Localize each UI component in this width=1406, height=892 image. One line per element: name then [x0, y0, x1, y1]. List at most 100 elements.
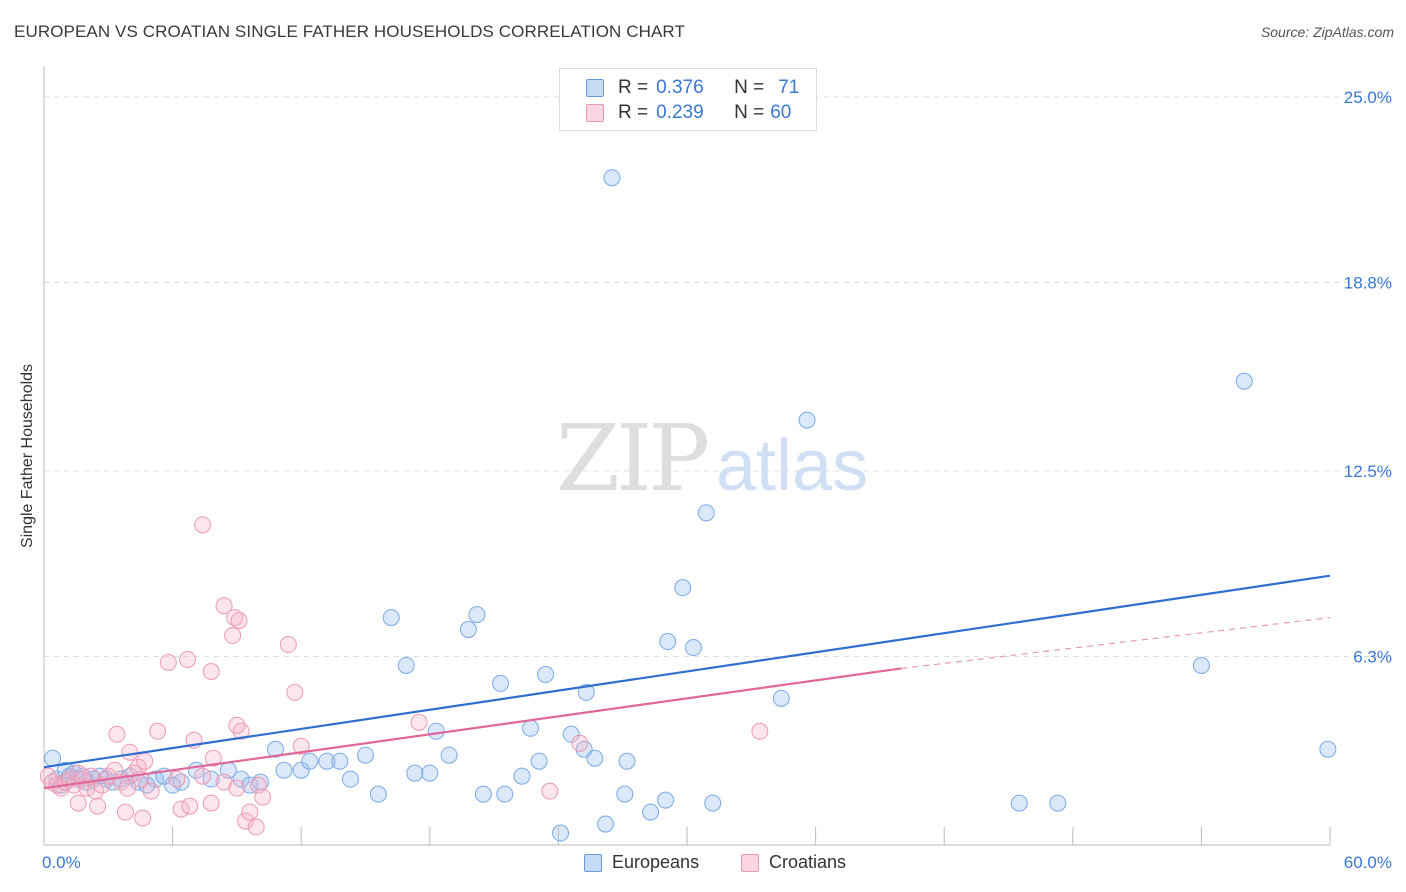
data-point [116, 803, 134, 821]
croatians-swatch [741, 853, 759, 872]
data-point [241, 803, 259, 821]
data-point [230, 612, 248, 630]
data-point [474, 785, 492, 803]
data-point [89, 797, 107, 815]
data-point [697, 504, 715, 522]
data-point [202, 794, 220, 812]
y-tick-label: 18.8% [1344, 273, 1392, 292]
data-point [397, 656, 415, 674]
y-tick-label: 12.5% [1344, 462, 1392, 481]
series-europeans [44, 88, 1337, 842]
data-point [134, 809, 152, 827]
data-point [1049, 794, 1067, 812]
data-point [772, 689, 790, 707]
data-point [562, 725, 580, 743]
source-label: Source: ZipAtlas.com [1260, 24, 1394, 40]
n-label: N = [734, 102, 765, 123]
data-point [571, 734, 589, 752]
data-point [138, 776, 156, 794]
data-point [459, 621, 477, 639]
data-point [159, 653, 177, 671]
data-point [149, 722, 167, 740]
data-point [357, 746, 374, 764]
n-value: 60 [770, 102, 792, 123]
data-point [657, 791, 675, 809]
trend-line-europeans [43, 574, 1331, 769]
r-value: 0.239 [656, 102, 704, 123]
r-label: R = [618, 77, 649, 98]
data-point [236, 812, 254, 830]
data-point [597, 815, 615, 833]
legend-label: Croatians [769, 852, 847, 872]
x-axis-min-label: 0.0% [42, 853, 81, 872]
data-point [406, 764, 424, 782]
data-point [286, 683, 304, 701]
data-point [410, 713, 428, 731]
data-point [513, 767, 531, 785]
data-point [39, 767, 57, 785]
data-point [142, 782, 160, 800]
data-point [202, 662, 220, 680]
data-point [659, 633, 677, 651]
data-point [108, 725, 126, 743]
r-label: R = [618, 102, 649, 123]
data-point [1235, 372, 1253, 390]
r-value: 0.376 [656, 77, 704, 98]
y-tick-label: 6.3% [1353, 647, 1392, 666]
data-point [136, 752, 154, 770]
data-point [232, 770, 250, 788]
data-point [215, 597, 233, 615]
data-point [369, 785, 387, 803]
data-point [684, 639, 702, 657]
legend-item-europeans[interactable]: Europeans [584, 852, 699, 873]
data-point [275, 761, 293, 779]
data-point [798, 411, 816, 429]
data-point [69, 764, 87, 782]
data-point [530, 752, 548, 770]
data-point [254, 788, 272, 806]
data-point [266, 740, 284, 758]
data-point [194, 767, 212, 785]
croatians-swatch [586, 104, 604, 122]
stats-legend: R = 0.376 N = 71 R = 0.239 N = 60 [559, 68, 817, 131]
data-point [577, 683, 595, 701]
data-point [1010, 794, 1028, 812]
trend-line-croatians [43, 667, 902, 790]
stats-row-croatians: R = 0.239 N = 60 [586, 102, 791, 124]
data-point [301, 752, 319, 770]
data-point [440, 746, 458, 764]
data-point [341, 770, 359, 788]
data-point [552, 824, 570, 842]
legend-item-croatians[interactable]: Croatians [741, 852, 846, 873]
data-point [541, 782, 559, 800]
data-point [751, 722, 769, 740]
y-tick-label: 25.0% [1344, 88, 1392, 107]
data-point [279, 636, 297, 654]
legend-label: Europeans [612, 852, 700, 872]
data-point [228, 779, 246, 797]
series-croatians [39, 516, 769, 836]
trend-extension-croatians [901, 616, 1331, 670]
data-point [121, 743, 139, 761]
data-point [586, 749, 604, 767]
data-point [232, 722, 250, 740]
data-point [241, 776, 259, 794]
data-point [674, 579, 692, 597]
watermark-atlas: atlas [716, 426, 868, 506]
data-point [318, 752, 336, 770]
data-point [181, 797, 199, 815]
data-point [468, 606, 486, 624]
data-point [292, 737, 310, 755]
data-point [704, 794, 722, 812]
data-point [616, 785, 634, 803]
data-point [421, 764, 439, 782]
watermark-zip: ZIP [556, 405, 707, 512]
data-point [496, 785, 514, 803]
data-point [492, 674, 510, 692]
series-legend: Europeans Croatians [0, 852, 1406, 878]
n-label: N = [734, 77, 765, 98]
data-point [204, 749, 222, 767]
data-point [292, 761, 310, 779]
n-value: 71 [778, 77, 800, 98]
